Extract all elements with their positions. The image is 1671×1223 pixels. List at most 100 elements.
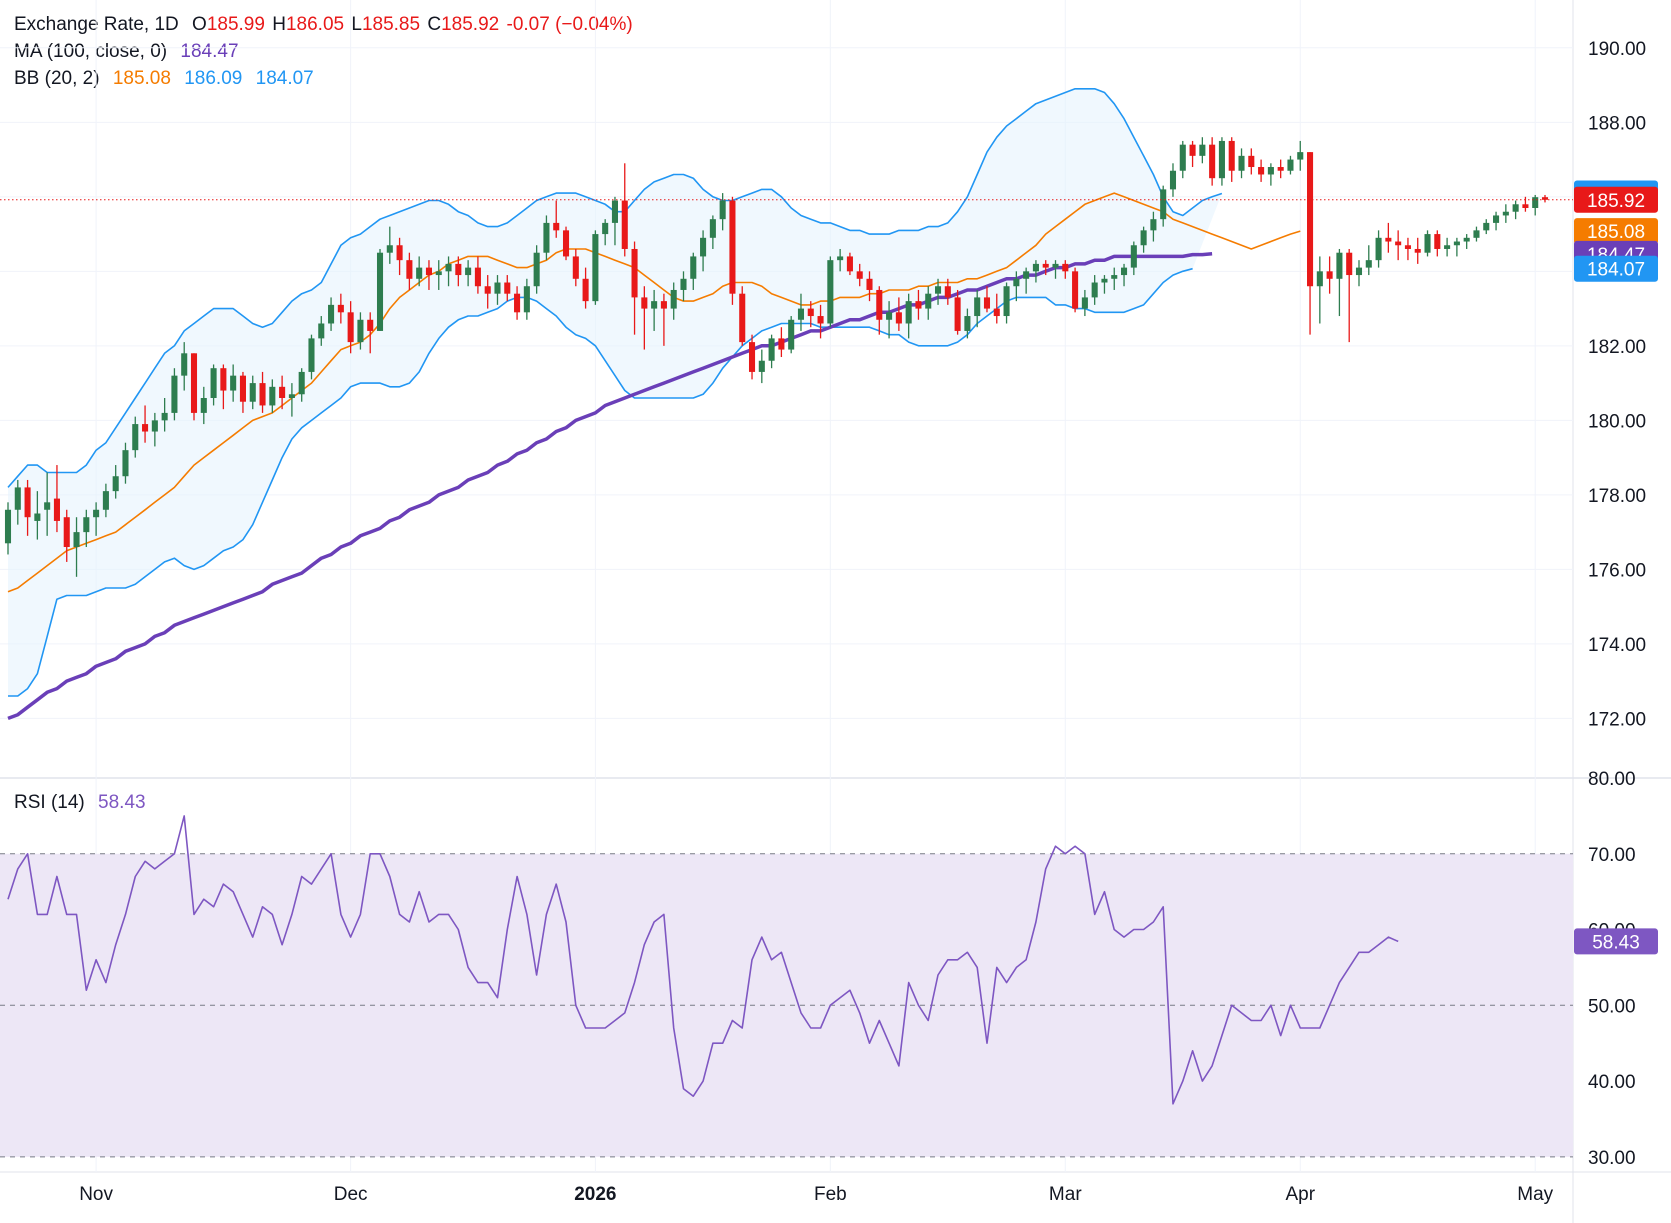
candle-body — [1150, 219, 1157, 231]
candle-body — [856, 271, 863, 279]
candle-body — [279, 386, 286, 398]
candle-body — [1258, 167, 1265, 175]
candle — [386, 226, 393, 264]
candle-body — [347, 312, 354, 343]
candle — [1434, 230, 1441, 257]
candle-body — [1355, 267, 1363, 276]
ma-legend: MA (100, close, 0) 184.47 — [14, 41, 247, 63]
last-price-badge: 185.92 — [1574, 186, 1658, 213]
candle — [288, 383, 295, 417]
candle-body — [866, 278, 873, 290]
candle — [1541, 194, 1549, 203]
candle-body — [768, 338, 775, 361]
time-tick-label: 2026 — [574, 1184, 616, 1205]
candle-body — [1375, 237, 1382, 261]
candle — [210, 364, 217, 406]
candle-body — [514, 293, 521, 313]
candle-body — [1463, 237, 1470, 242]
candle — [768, 334, 775, 369]
candle — [249, 375, 256, 410]
candle-body — [210, 368, 217, 398]
candle-body — [1023, 271, 1030, 279]
candle-body — [455, 263, 462, 276]
candle — [73, 517, 80, 577]
candle-body — [631, 248, 638, 298]
legend-low: L185.85 — [351, 14, 421, 35]
rsi-value-badge: 58.43 — [1574, 928, 1658, 955]
candle — [572, 248, 579, 287]
candle — [435, 260, 442, 290]
candle-body — [416, 267, 423, 279]
candle — [778, 327, 785, 358]
candle — [739, 286, 746, 346]
last-price-badge-text: 185.92 — [1587, 191, 1645, 212]
candle — [142, 405, 149, 443]
candle — [1042, 260, 1049, 276]
candle — [592, 230, 599, 305]
price-tick-label: 172.00 — [1588, 709, 1646, 730]
candle-body — [562, 230, 570, 257]
candle-body — [807, 308, 814, 317]
candle-body — [876, 289, 883, 320]
candle-body — [582, 278, 589, 302]
price-tick-label: 182.00 — [1588, 337, 1646, 358]
price-tick-label: 190.00 — [1588, 39, 1646, 60]
candle — [1414, 237, 1421, 264]
candle — [1453, 237, 1460, 257]
candle — [1140, 226, 1147, 253]
candle-body — [905, 301, 912, 324]
candle-body — [533, 252, 540, 287]
candle — [239, 371, 246, 413]
candle-body — [700, 237, 707, 257]
candle-body — [1248, 155, 1255, 168]
candle-body — [925, 293, 932, 309]
candle — [925, 286, 932, 320]
candle-body — [1532, 197, 1539, 208]
candle-body — [4, 509, 12, 544]
candle-body — [1032, 263, 1039, 272]
candle — [93, 502, 100, 536]
candle — [1101, 275, 1108, 294]
bb-legend-label: BB (20, 2) — [14, 68, 100, 89]
price-tick-label: 174.00 — [1588, 635, 1646, 656]
candle-body — [621, 200, 628, 249]
candle — [308, 334, 315, 380]
candle — [1003, 282, 1010, 324]
candle — [700, 230, 707, 272]
candle-body — [1287, 159, 1294, 171]
candle-body — [1179, 144, 1186, 171]
bb-lower-badge-bg — [1574, 255, 1658, 282]
candle — [102, 483, 109, 518]
candle-body — [53, 498, 60, 521]
candle — [582, 267, 589, 309]
candle — [4, 502, 12, 555]
candle-body — [161, 412, 168, 421]
candle — [455, 256, 462, 287]
candle-body — [484, 286, 491, 294]
candle-body — [1346, 252, 1353, 276]
candle — [1326, 256, 1333, 294]
candle — [974, 289, 981, 328]
candle-body — [465, 267, 472, 276]
ma-legend-label: MA (100, close, 0) — [14, 41, 168, 62]
candle-body — [259, 383, 266, 406]
candle-body — [1385, 237, 1392, 242]
candle — [337, 293, 344, 324]
candle — [1179, 140, 1186, 179]
candle-body — [719, 200, 726, 220]
candle-body — [1267, 167, 1274, 175]
candle-body — [944, 286, 951, 298]
candle — [132, 416, 139, 458]
candle — [1111, 267, 1118, 290]
candle — [1091, 275, 1098, 305]
candle — [1395, 230, 1402, 261]
candle — [122, 442, 129, 484]
candle-body — [974, 297, 981, 317]
candle-body — [1395, 241, 1402, 246]
candle — [1336, 248, 1343, 317]
candle — [827, 256, 834, 328]
candle — [298, 368, 305, 402]
candle — [279, 375, 286, 410]
candle-body — [1091, 282, 1098, 298]
